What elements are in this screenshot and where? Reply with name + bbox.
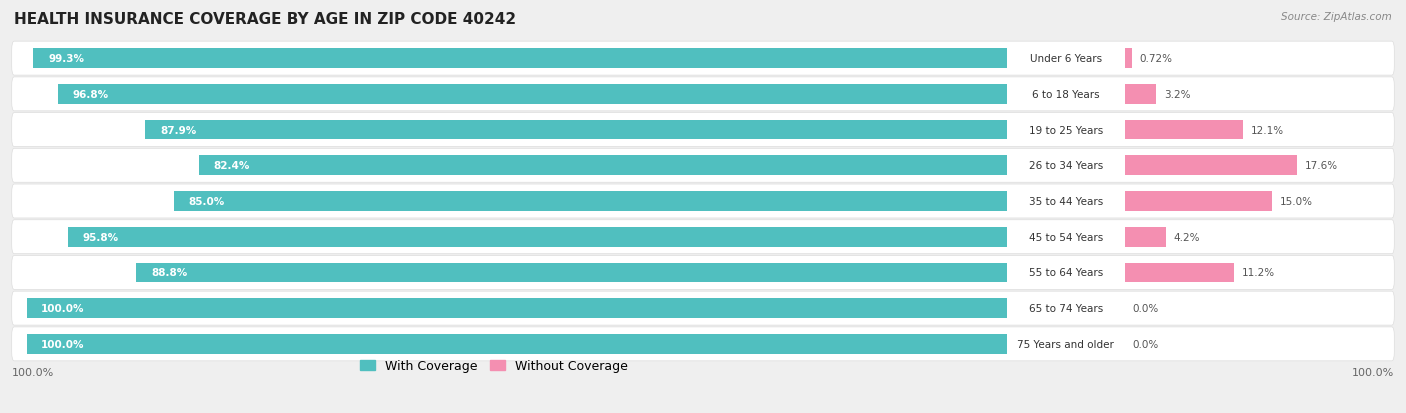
Text: 3.2%: 3.2% xyxy=(1164,90,1191,100)
Bar xyxy=(34,49,1007,69)
FancyBboxPatch shape xyxy=(11,220,1395,254)
Text: 100.0%: 100.0% xyxy=(41,304,84,313)
Text: 95.8%: 95.8% xyxy=(83,232,118,242)
Text: 6 to 18 Years: 6 to 18 Years xyxy=(1032,90,1099,100)
Bar xyxy=(1125,49,1132,69)
Text: 17.6%: 17.6% xyxy=(1305,161,1339,171)
Bar xyxy=(27,334,1007,354)
FancyBboxPatch shape xyxy=(11,113,1395,147)
Bar xyxy=(58,85,1007,104)
FancyBboxPatch shape xyxy=(11,327,1395,361)
Text: 82.4%: 82.4% xyxy=(214,161,250,171)
FancyBboxPatch shape xyxy=(11,149,1395,183)
Bar xyxy=(1125,192,1271,211)
Bar xyxy=(1125,156,1298,176)
Text: Under 6 Years: Under 6 Years xyxy=(1029,54,1102,64)
Text: 96.8%: 96.8% xyxy=(73,90,108,100)
Text: 0.72%: 0.72% xyxy=(1139,54,1173,64)
Bar xyxy=(67,227,1007,247)
Text: 99.3%: 99.3% xyxy=(48,54,84,64)
Bar xyxy=(1125,227,1166,247)
Bar xyxy=(173,192,1007,211)
Bar xyxy=(200,156,1007,176)
Text: 85.0%: 85.0% xyxy=(188,197,225,206)
FancyBboxPatch shape xyxy=(11,78,1395,112)
Text: 45 to 54 Years: 45 to 54 Years xyxy=(1029,232,1102,242)
FancyBboxPatch shape xyxy=(11,42,1395,76)
Text: 35 to 44 Years: 35 to 44 Years xyxy=(1029,197,1102,206)
Text: 87.9%: 87.9% xyxy=(160,125,195,135)
FancyBboxPatch shape xyxy=(11,185,1395,218)
Text: 0.0%: 0.0% xyxy=(1132,339,1159,349)
Text: 75 Years and older: 75 Years and older xyxy=(1018,339,1114,349)
Bar xyxy=(1125,263,1234,282)
Text: 12.1%: 12.1% xyxy=(1251,125,1284,135)
Text: 26 to 34 Years: 26 to 34 Years xyxy=(1029,161,1102,171)
Bar xyxy=(1125,85,1156,104)
Text: 100.0%: 100.0% xyxy=(11,367,53,377)
Legend: With Coverage, Without Coverage: With Coverage, Without Coverage xyxy=(356,355,633,377)
Text: HEALTH INSURANCE COVERAGE BY AGE IN ZIP CODE 40242: HEALTH INSURANCE COVERAGE BY AGE IN ZIP … xyxy=(14,12,516,27)
Text: 100.0%: 100.0% xyxy=(41,339,84,349)
Text: 15.0%: 15.0% xyxy=(1279,197,1312,206)
Text: Source: ZipAtlas.com: Source: ZipAtlas.com xyxy=(1281,12,1392,22)
Text: 65 to 74 Years: 65 to 74 Years xyxy=(1029,304,1102,313)
Text: 19 to 25 Years: 19 to 25 Years xyxy=(1029,125,1102,135)
Bar xyxy=(136,263,1007,282)
Text: 11.2%: 11.2% xyxy=(1241,268,1275,278)
Text: 55 to 64 Years: 55 to 64 Years xyxy=(1029,268,1102,278)
Bar xyxy=(27,299,1007,318)
Text: 0.0%: 0.0% xyxy=(1132,304,1159,313)
Text: 88.8%: 88.8% xyxy=(150,268,187,278)
FancyBboxPatch shape xyxy=(11,256,1395,290)
Bar xyxy=(145,121,1007,140)
Text: 4.2%: 4.2% xyxy=(1174,232,1201,242)
Text: 100.0%: 100.0% xyxy=(1353,367,1395,377)
FancyBboxPatch shape xyxy=(11,292,1395,325)
Bar xyxy=(1125,121,1243,140)
